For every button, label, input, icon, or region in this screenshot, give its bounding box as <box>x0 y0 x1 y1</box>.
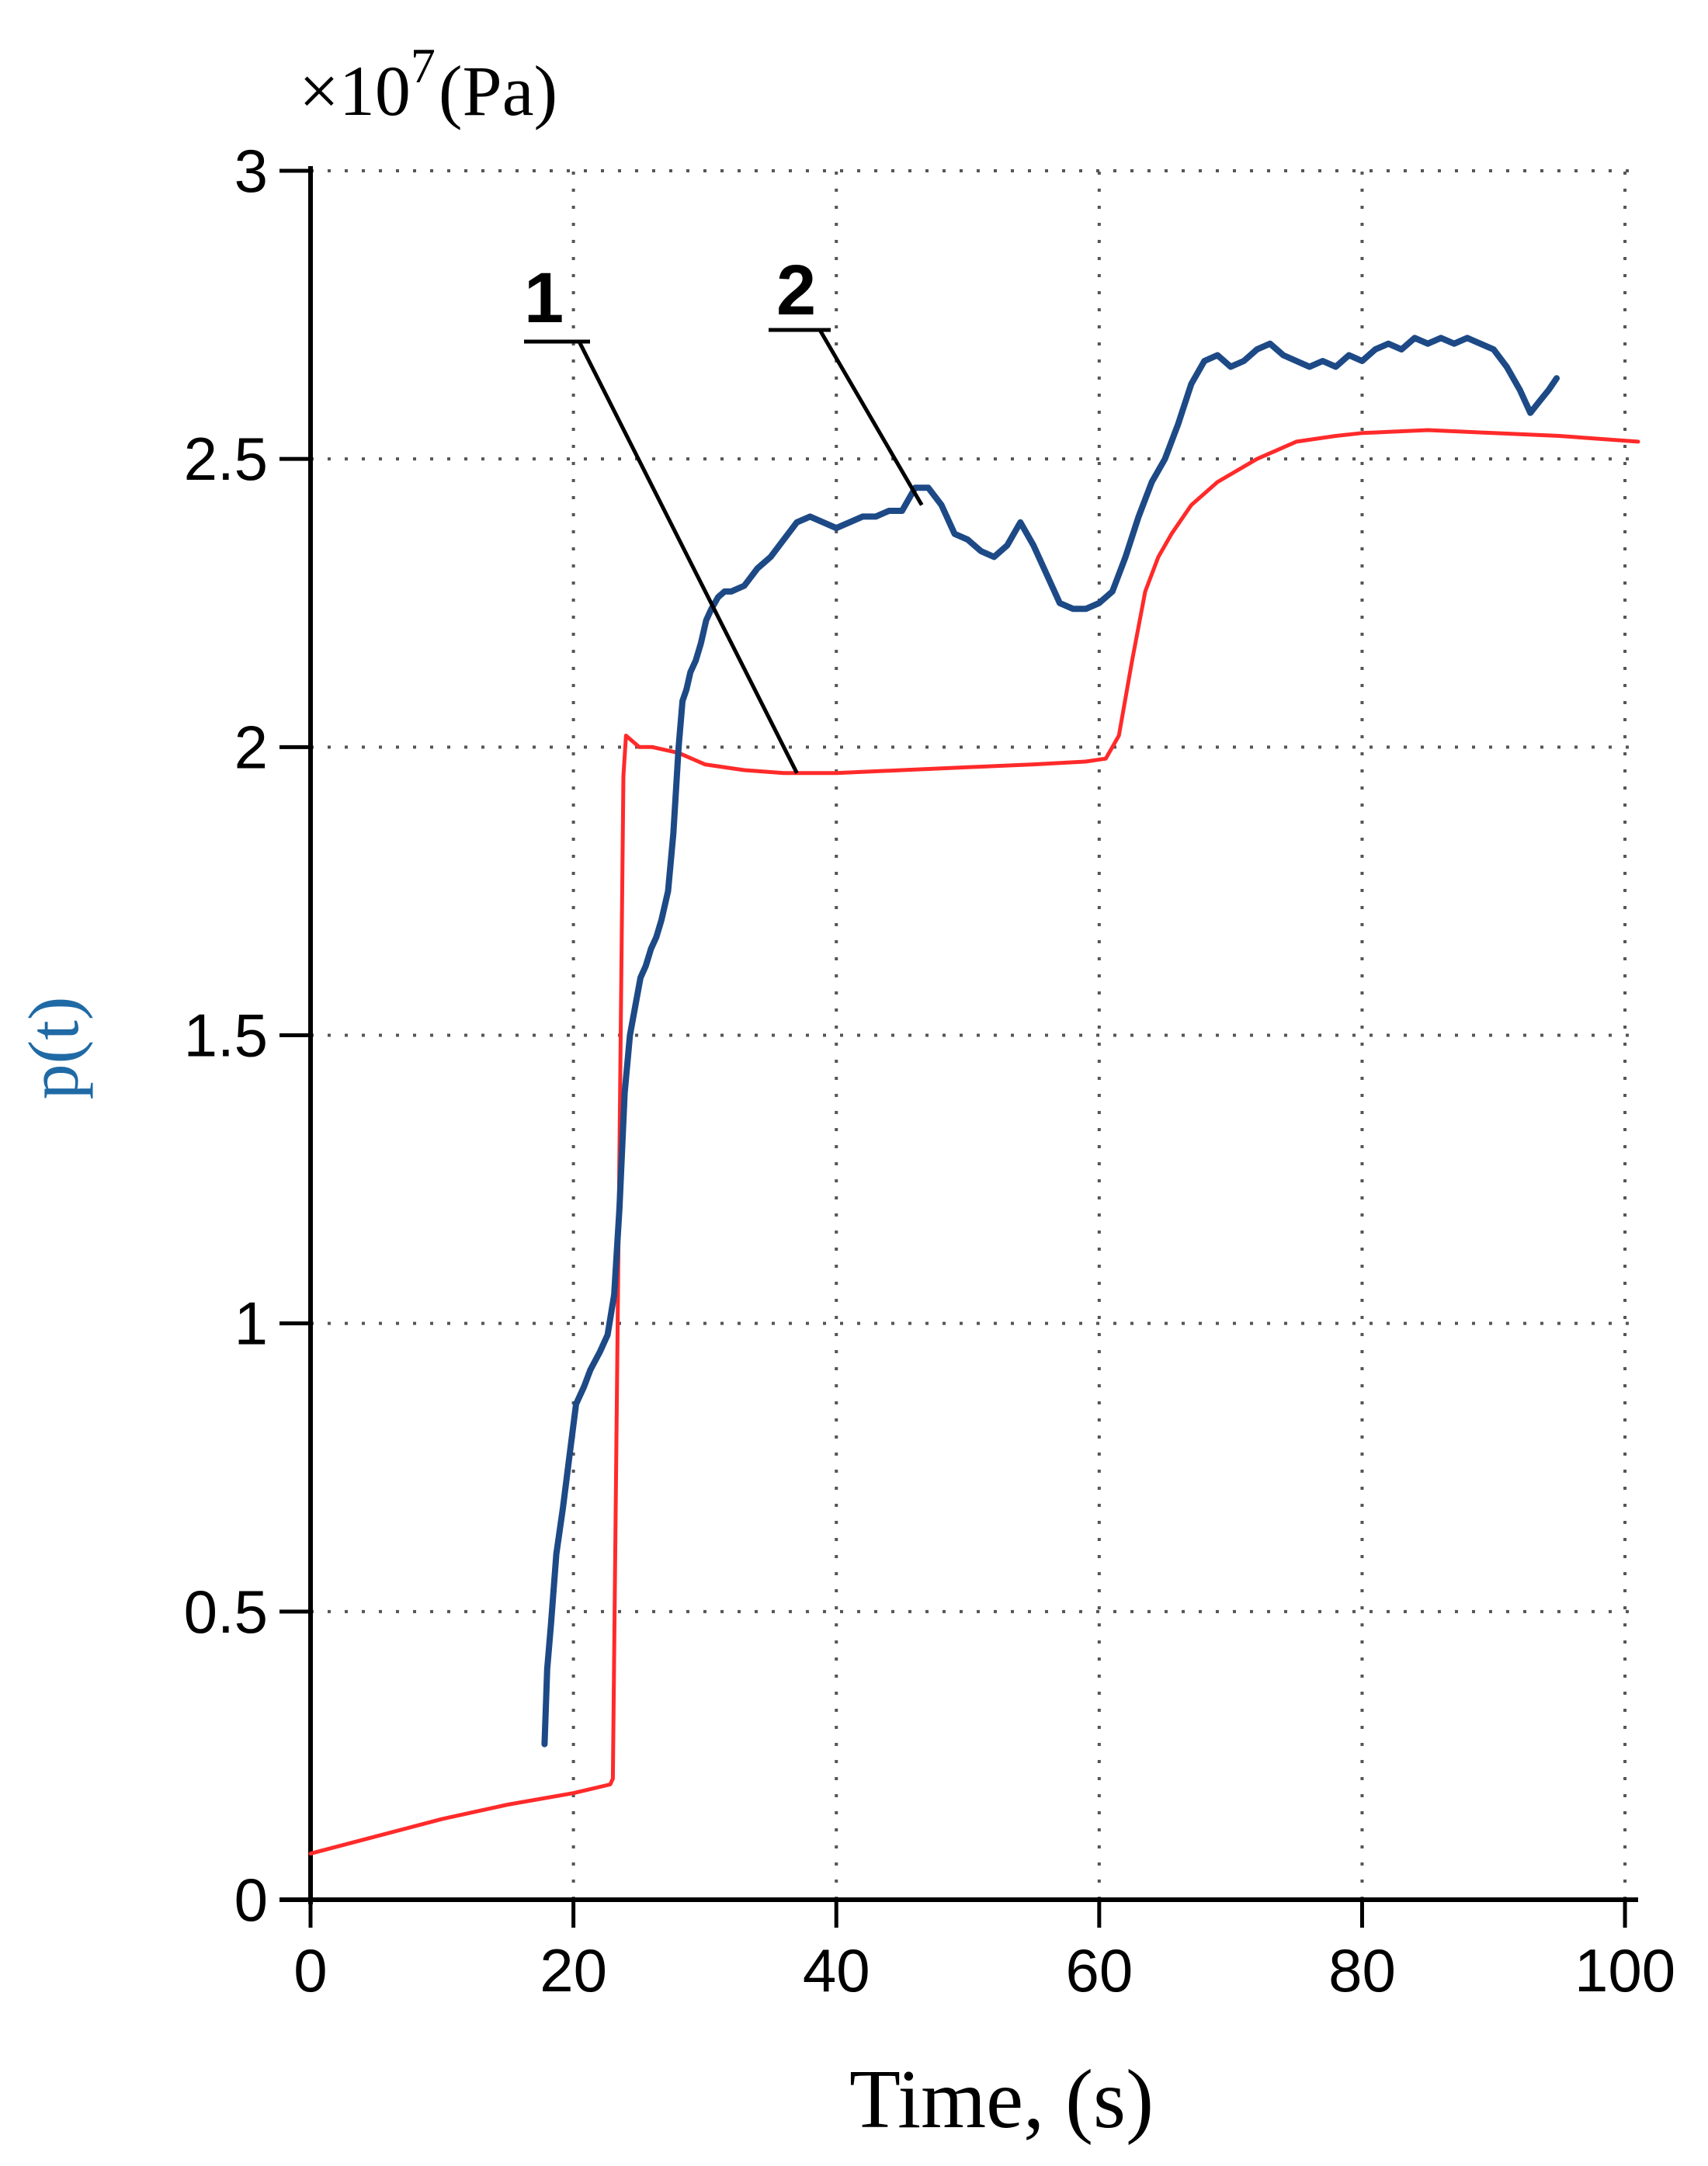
x-axis-label: Time, (s) <box>849 2053 1154 2146</box>
series-2-line <box>541 335 1560 1748</box>
y-scale-unit: (Pa) <box>439 51 557 130</box>
y-axis-label: p(t) <box>14 997 93 1100</box>
x-tick-label-0: 0 <box>293 1936 327 2005</box>
x-tick-label-1: 20 <box>540 1936 607 2005</box>
series-1-callout-leader <box>577 340 799 774</box>
y-tick-label-1: 0.5 <box>184 1578 268 1646</box>
x-tick-label-2: 40 <box>803 1936 870 2005</box>
y-tick-label-2: 1 <box>234 1290 268 1358</box>
y-tick-label-6: 3 <box>234 137 268 205</box>
x-tick-label-5: 100 <box>1574 1936 1675 2005</box>
y-tick-label-5: 2.5 <box>184 425 268 493</box>
series-1-line <box>308 428 1640 1856</box>
series-2-callout-label: 2 <box>776 251 816 330</box>
y-tick-label-0: 0 <box>234 1866 268 1934</box>
x-tick-label-4: 80 <box>1328 1936 1396 2005</box>
x-tick-label-3: 60 <box>1065 1936 1133 2005</box>
ticks: 0 0.5 1 1.5 2 2.5 3 0 20 40 60 80 100 <box>184 137 1676 2005</box>
series-2-callout-leader <box>818 328 924 506</box>
y-tick-label-4: 2 <box>234 713 268 781</box>
y-scale-exponent: 7 <box>411 38 436 93</box>
y-scale-prefix: ×10 <box>299 51 411 130</box>
y-tick-label-3: 1.5 <box>184 1001 268 1070</box>
y-scale-label: ×107(Pa) <box>299 38 557 130</box>
series <box>308 335 1640 1856</box>
series-1-callout-label: 1 <box>524 259 564 338</box>
